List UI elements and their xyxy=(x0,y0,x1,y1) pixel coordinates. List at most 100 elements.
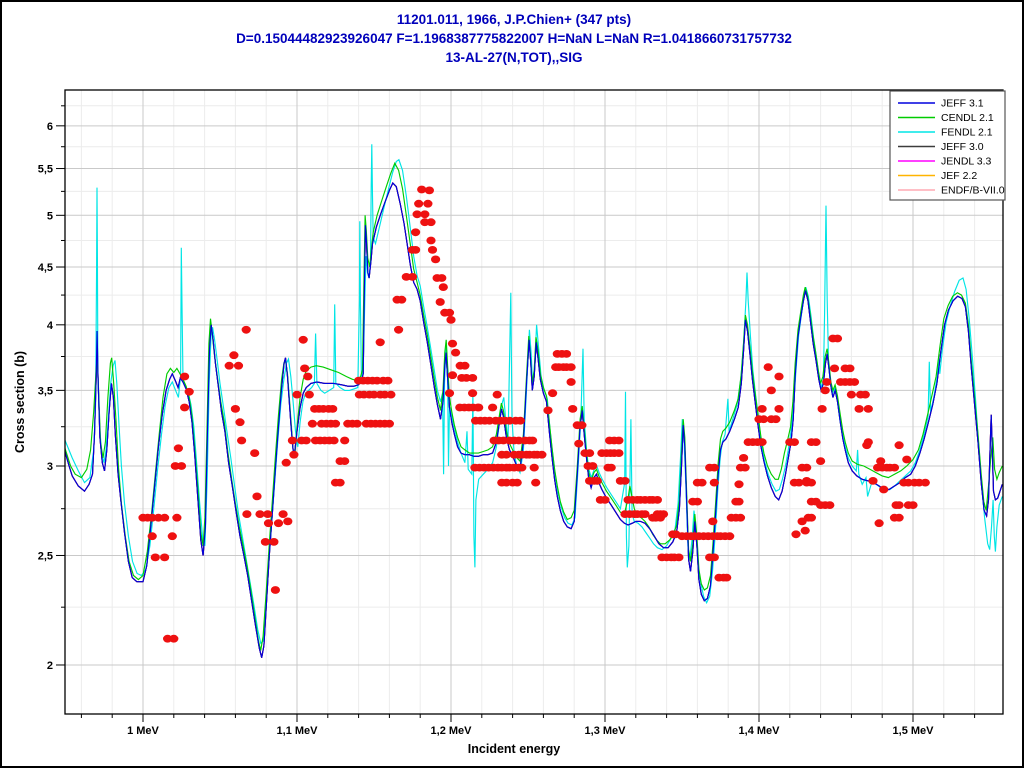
y-tick-label: 4 xyxy=(47,320,54,332)
data-point xyxy=(588,462,598,470)
data-point xyxy=(874,519,884,528)
data-point xyxy=(515,416,525,425)
data-point xyxy=(474,403,484,412)
y-axis-title: Cross section (b) xyxy=(13,351,27,453)
data-point xyxy=(655,513,666,522)
data-point xyxy=(224,361,234,370)
y-tick-label: 4,5 xyxy=(38,262,53,274)
series-jeff-3-1 xyxy=(65,181,1003,658)
data-point xyxy=(879,485,889,494)
legend-entry-cendl-2-1: CENDL 2.1 xyxy=(898,112,994,124)
data-point xyxy=(806,513,817,522)
y-tick-label: 3 xyxy=(47,461,53,473)
data-point xyxy=(263,519,274,528)
data-point xyxy=(229,351,239,360)
data-point xyxy=(614,436,624,445)
data-point xyxy=(424,186,434,195)
y-tick-label: 2 xyxy=(47,660,53,672)
data-point xyxy=(606,463,616,472)
data-point xyxy=(444,308,455,317)
data-point xyxy=(771,415,781,424)
data-point xyxy=(800,526,810,535)
data-point xyxy=(759,415,769,424)
data-point xyxy=(411,246,421,254)
data-point xyxy=(250,449,260,457)
data-point xyxy=(709,463,719,472)
x-tick-label: 1,1 MeV xyxy=(277,725,319,737)
data-point xyxy=(447,371,458,380)
data-point xyxy=(180,403,190,412)
legend-label: ENDF/B-VII.0 xyxy=(941,185,1005,197)
data-point xyxy=(614,449,624,457)
data-point xyxy=(543,406,553,415)
data-point xyxy=(600,496,610,504)
title-experiment: 11201.011, 1966, J.P.Chien+ (347 pts) xyxy=(396,12,632,27)
data-point xyxy=(230,405,240,413)
data-point xyxy=(255,510,265,518)
data-point xyxy=(147,532,157,541)
data-point xyxy=(774,372,784,381)
data-point xyxy=(791,530,801,539)
data-point xyxy=(176,462,187,470)
data-point xyxy=(278,510,288,518)
series-jeff-3-0 xyxy=(65,181,1003,658)
data-point xyxy=(825,501,835,509)
data-point xyxy=(640,510,650,518)
data-point xyxy=(263,510,273,518)
data-point xyxy=(420,210,430,219)
data-point xyxy=(437,274,447,282)
data-point xyxy=(184,387,194,396)
data-point xyxy=(832,334,843,343)
data-point xyxy=(894,501,904,509)
x-tick-label: 1,5 MeV xyxy=(893,725,935,737)
data-point xyxy=(426,236,436,245)
x-tick-label: 1,4 MeV xyxy=(739,725,781,737)
data-point xyxy=(451,348,461,357)
y-tick-label: 6 xyxy=(47,121,53,133)
data-point xyxy=(273,519,284,528)
data-point xyxy=(270,586,280,594)
series-jendl-3-3 xyxy=(65,181,1003,658)
data-point xyxy=(592,477,602,485)
data-point xyxy=(529,463,539,472)
experimental-points xyxy=(138,185,930,643)
data-point xyxy=(849,378,860,386)
data-point xyxy=(237,436,247,445)
data-point xyxy=(492,390,502,399)
data-point xyxy=(889,463,900,472)
data-point xyxy=(822,378,832,386)
legend-label: JENDL 3.3 xyxy=(941,156,992,168)
data-point xyxy=(289,450,299,459)
data-point xyxy=(241,325,251,334)
data-point xyxy=(528,436,538,445)
data-point xyxy=(329,436,339,445)
data-point xyxy=(894,441,904,450)
data-point xyxy=(577,421,587,430)
data-point xyxy=(235,418,245,427)
data-point xyxy=(414,199,424,208)
data-point xyxy=(169,634,179,643)
data-point xyxy=(173,444,183,453)
data-point xyxy=(375,338,385,347)
data-point xyxy=(734,480,744,489)
data-point xyxy=(574,439,584,448)
data-point xyxy=(863,438,873,446)
data-point xyxy=(735,513,746,522)
data-point xyxy=(566,378,576,386)
legend-entry-jeff-3-1: JEFF 3.1 xyxy=(898,98,984,110)
data-point xyxy=(820,386,830,395)
data-point xyxy=(330,419,341,428)
data-point xyxy=(920,478,930,487)
data-point xyxy=(561,350,572,358)
legend-label: JEFF 3.1 xyxy=(941,98,984,110)
data-point xyxy=(423,199,433,208)
data-point xyxy=(438,283,448,291)
legend-entry-endf-b-vii-0: ENDF/B-VII.0 xyxy=(898,185,1005,197)
axis-ticks: 1 MeV 1,1 MeV 1,2 MeV 1,3 MeV 1,4 MeV 1,5 MeV… xyxy=(38,105,976,737)
data-point xyxy=(740,463,750,472)
data-point xyxy=(397,295,407,304)
data-point xyxy=(789,438,800,446)
data-point xyxy=(281,458,291,467)
data-point xyxy=(301,436,311,445)
